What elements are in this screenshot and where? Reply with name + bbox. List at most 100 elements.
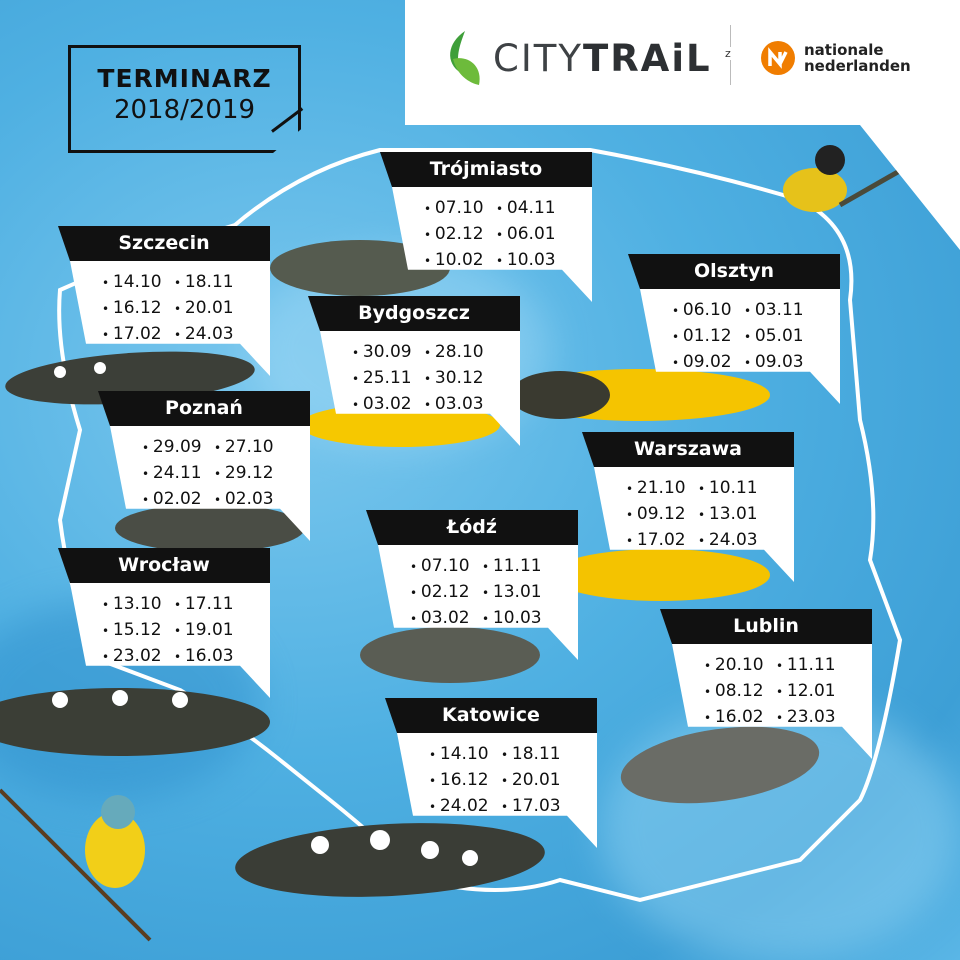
date: 01.12 bbox=[672, 324, 744, 350]
date: 14.10 bbox=[429, 742, 501, 768]
city-name: Olsztyn bbox=[628, 254, 840, 289]
dates-list: 13.1017.1115.1219.0123.0216.03 bbox=[70, 583, 270, 698]
dates-row: 02.1206.01 bbox=[424, 222, 592, 248]
city-schedule-card: Łódź07.1011.1102.1213.0103.0210.03 bbox=[366, 510, 578, 660]
city-name: Szczecin bbox=[58, 226, 270, 261]
dates-row: 16.1220.01 bbox=[102, 296, 270, 322]
dates-list: 20.1011.1108.1212.0116.0223.03 bbox=[672, 644, 872, 759]
date: 24.03 bbox=[174, 322, 246, 348]
date: 16.12 bbox=[429, 768, 501, 794]
date: 03.11 bbox=[744, 298, 816, 324]
dates-row: 13.1017.11 bbox=[102, 592, 270, 618]
bird-illustration bbox=[0, 788, 152, 942]
dates-row: 09.1213.01 bbox=[626, 502, 794, 528]
date: 02.12 bbox=[424, 222, 496, 248]
date: 24.11 bbox=[142, 461, 214, 487]
date: 19.01 bbox=[174, 618, 246, 644]
date: 18.11 bbox=[501, 742, 573, 768]
season-label: 2018/2019 bbox=[113, 95, 256, 125]
nn-logo-icon bbox=[761, 41, 795, 75]
dates-list: 30.0928.1025.1130.1203.0203.03 bbox=[320, 331, 520, 446]
date: 24.02 bbox=[429, 794, 501, 820]
dates-list: 06.1003.1101.1205.0109.0209.03 bbox=[640, 289, 840, 404]
dates-row: 03.0210.03 bbox=[410, 606, 578, 632]
brand-name: CITYTRAiL bbox=[493, 36, 712, 80]
date: 03.03 bbox=[424, 392, 496, 418]
dates-row: 20.1011.11 bbox=[704, 653, 872, 679]
nationale-nederlanden-logo: nationale nederlanden bbox=[760, 40, 911, 76]
citytrail-logo: CITYTRAiL bbox=[445, 28, 712, 88]
dates-row: 07.1011.11 bbox=[410, 554, 578, 580]
date: 20.01 bbox=[174, 296, 246, 322]
dates-row: 16.1220.01 bbox=[429, 768, 597, 794]
date: 30.12 bbox=[424, 366, 496, 392]
date: 03.02 bbox=[410, 606, 482, 632]
date: 24.03 bbox=[698, 528, 770, 554]
dates-row: 23.0216.03 bbox=[102, 644, 270, 670]
date: 11.11 bbox=[482, 554, 554, 580]
date: 25.11 bbox=[352, 366, 424, 392]
date: 23.02 bbox=[102, 644, 174, 670]
partner-name-line1: nationale bbox=[804, 41, 884, 59]
city-name: Lublin bbox=[660, 609, 872, 644]
date: 09.02 bbox=[672, 350, 744, 376]
city-schedule-card: Szczecin14.1018.1116.1220.0117.0224.03 bbox=[58, 226, 270, 376]
date: 20.01 bbox=[501, 768, 573, 794]
dates-row: 10.0210.03 bbox=[424, 248, 592, 274]
date: 10.02 bbox=[424, 248, 496, 274]
date: 06.01 bbox=[496, 222, 568, 248]
dates-row: 24.0217.03 bbox=[429, 794, 597, 820]
date: 10.11 bbox=[698, 476, 770, 502]
dates-row: 25.1130.12 bbox=[352, 366, 520, 392]
dates-row: 06.1003.11 bbox=[672, 298, 840, 324]
city-name: Bydgoszcz bbox=[308, 296, 520, 331]
date: 17.03 bbox=[501, 794, 573, 820]
date: 12.01 bbox=[776, 679, 848, 705]
dates-list: 07.1011.1102.1213.0103.0210.03 bbox=[378, 545, 578, 660]
city-name: Poznań bbox=[98, 391, 310, 426]
date: 16.02 bbox=[704, 705, 776, 731]
date: 14.10 bbox=[102, 270, 174, 296]
city-schedule-card: Lublin20.1011.1108.1212.0116.0223.03 bbox=[660, 609, 872, 759]
date: 28.10 bbox=[424, 340, 496, 366]
date: 02.03 bbox=[214, 487, 286, 513]
date: 23.03 bbox=[776, 705, 848, 731]
date: 13.10 bbox=[102, 592, 174, 618]
dates-row: 01.1205.01 bbox=[672, 324, 840, 350]
date: 09.12 bbox=[626, 502, 698, 528]
date: 18.11 bbox=[174, 270, 246, 296]
date: 07.10 bbox=[424, 196, 496, 222]
date: 02.02 bbox=[142, 487, 214, 513]
dates-row: 24.1129.12 bbox=[142, 461, 310, 487]
dates-row: 21.1010.11 bbox=[626, 476, 794, 502]
date: 05.01 bbox=[744, 324, 816, 350]
dates-row: 03.0203.03 bbox=[352, 392, 520, 418]
dates-row: 08.1212.01 bbox=[704, 679, 872, 705]
city-schedule-card: Wrocław13.1017.1115.1219.0123.0216.03 bbox=[58, 548, 270, 698]
date: 04.11 bbox=[496, 196, 568, 222]
dates-row: 07.1004.11 bbox=[424, 196, 592, 222]
dates-row: 14.1018.11 bbox=[429, 742, 597, 768]
date: 03.02 bbox=[352, 392, 424, 418]
city-schedule-card: Trójmiasto07.1004.1102.1206.0110.0210.03 bbox=[380, 152, 592, 302]
leaf-icon bbox=[450, 31, 480, 85]
date: 15.12 bbox=[102, 618, 174, 644]
date: 21.10 bbox=[626, 476, 698, 502]
dates-row: 30.0928.10 bbox=[352, 340, 520, 366]
dates-row: 02.0202.03 bbox=[142, 487, 310, 513]
dates-row: 17.0224.03 bbox=[626, 528, 794, 554]
city-schedule-card: Warszawa21.1010.1109.1213.0117.0224.03 bbox=[582, 432, 794, 582]
city-schedule-card: Katowice 14.1018.1116.1220.0124.0217.03 bbox=[385, 698, 597, 848]
date: 29.09 bbox=[142, 435, 214, 461]
date: 13.01 bbox=[482, 580, 554, 606]
date: 06.10 bbox=[672, 298, 744, 324]
dates-row: 16.0223.03 bbox=[704, 705, 872, 731]
date: 02.12 bbox=[410, 580, 482, 606]
city-name: Katowice bbox=[385, 698, 597, 733]
city-name: Łódź bbox=[366, 510, 578, 545]
dates-list: 14.1018.1116.1220.0117.0224.03 bbox=[70, 261, 270, 376]
date: 29.12 bbox=[214, 461, 286, 487]
date: 17.02 bbox=[626, 528, 698, 554]
date: 10.03 bbox=[482, 606, 554, 632]
